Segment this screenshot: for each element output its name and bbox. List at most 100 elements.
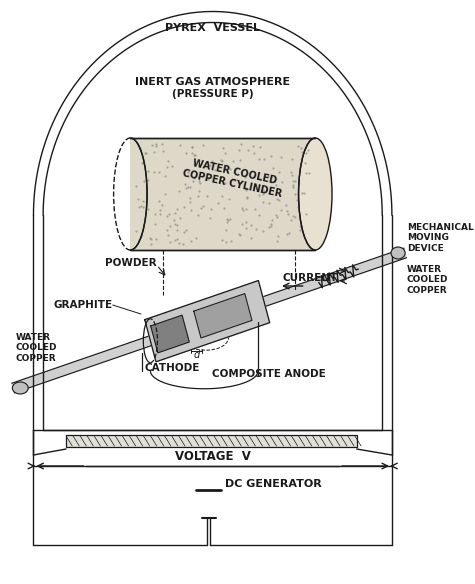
Point: [177, 140, 184, 150]
Point: [196, 176, 203, 185]
Point: [296, 221, 304, 231]
Point: [272, 210, 280, 220]
Point: [256, 142, 264, 151]
Point: [181, 179, 189, 188]
Point: [298, 147, 306, 157]
Point: [224, 215, 232, 224]
Text: GRAPHITE: GRAPHITE: [54, 300, 113, 310]
Point: [164, 156, 171, 165]
Point: [243, 193, 251, 202]
Point: [203, 191, 211, 200]
Text: POWDER: POWDER: [105, 258, 157, 268]
Point: [188, 142, 196, 151]
Point: [223, 214, 231, 224]
Point: [152, 234, 160, 244]
Polygon shape: [12, 336, 152, 393]
Point: [221, 148, 229, 157]
Point: [199, 141, 207, 150]
Point: [132, 181, 140, 190]
Point: [152, 141, 160, 151]
Point: [288, 171, 296, 180]
Point: [288, 154, 296, 164]
Point: [296, 225, 304, 235]
Point: [164, 231, 171, 240]
Point: [152, 220, 159, 229]
Point: [184, 172, 192, 181]
Point: [163, 162, 171, 172]
Point: [291, 213, 298, 222]
Point: [239, 206, 247, 215]
Point: [195, 187, 203, 196]
Point: [227, 214, 234, 223]
Point: [141, 149, 149, 158]
Point: [173, 225, 181, 235]
Point: [222, 225, 230, 235]
Point: [259, 189, 267, 199]
Point: [264, 171, 272, 180]
Point: [185, 167, 192, 176]
Text: PYREX  VESSEL: PYREX VESSEL: [165, 23, 260, 33]
Point: [171, 208, 179, 217]
Point: [277, 205, 285, 214]
Point: [162, 171, 169, 180]
Point: [265, 198, 273, 207]
Point: [182, 183, 190, 193]
Point: [302, 168, 309, 178]
Point: [155, 167, 163, 176]
Point: [253, 224, 260, 234]
Point: [298, 189, 306, 198]
Point: [243, 194, 251, 203]
Point: [170, 215, 178, 225]
Point: [229, 157, 237, 166]
Polygon shape: [239, 248, 407, 315]
Point: [139, 203, 147, 212]
Bar: [130, 138, 315, 250]
Point: [238, 203, 246, 213]
Text: (PRESSURE P): (PRESSURE P): [172, 89, 254, 99]
Point: [217, 155, 225, 164]
Point: [161, 190, 169, 199]
Point: [214, 199, 222, 208]
Point: [259, 197, 267, 206]
Point: [173, 221, 181, 230]
Point: [294, 203, 302, 212]
Point: [173, 234, 180, 244]
Point: [287, 168, 295, 177]
Point: [180, 202, 188, 211]
Point: [273, 237, 281, 246]
Point: [304, 145, 312, 155]
Point: [238, 220, 246, 229]
Point: [302, 148, 310, 158]
Text: CURRENT: CURRENT: [282, 273, 338, 283]
Point: [182, 225, 190, 234]
Point: [156, 206, 164, 215]
Text: INERT GAS ATMOSPHERE: INERT GAS ATMOSPHERE: [135, 77, 290, 87]
Point: [287, 215, 295, 224]
Point: [180, 228, 188, 237]
Point: [285, 209, 292, 218]
Point: [250, 148, 258, 158]
Point: [197, 204, 205, 213]
Point: [256, 190, 263, 200]
Point: [144, 175, 152, 185]
Point: [207, 204, 215, 214]
Point: [146, 234, 154, 243]
Ellipse shape: [391, 247, 405, 259]
Point: [297, 143, 304, 152]
Point: [230, 175, 238, 185]
Point: [206, 214, 214, 223]
Point: [284, 206, 291, 215]
Text: DC GENERATOR: DC GENERATOR: [225, 479, 321, 489]
Point: [147, 234, 154, 244]
Point: [186, 197, 193, 207]
Point: [243, 185, 250, 194]
Text: d: d: [193, 350, 200, 360]
Point: [235, 230, 243, 239]
Point: [135, 202, 143, 211]
Point: [290, 176, 297, 186]
Point: [188, 148, 196, 158]
Point: [242, 217, 250, 227]
Point: [223, 237, 230, 246]
Text: CATHODE: CATHODE: [144, 363, 199, 373]
Point: [175, 238, 182, 247]
